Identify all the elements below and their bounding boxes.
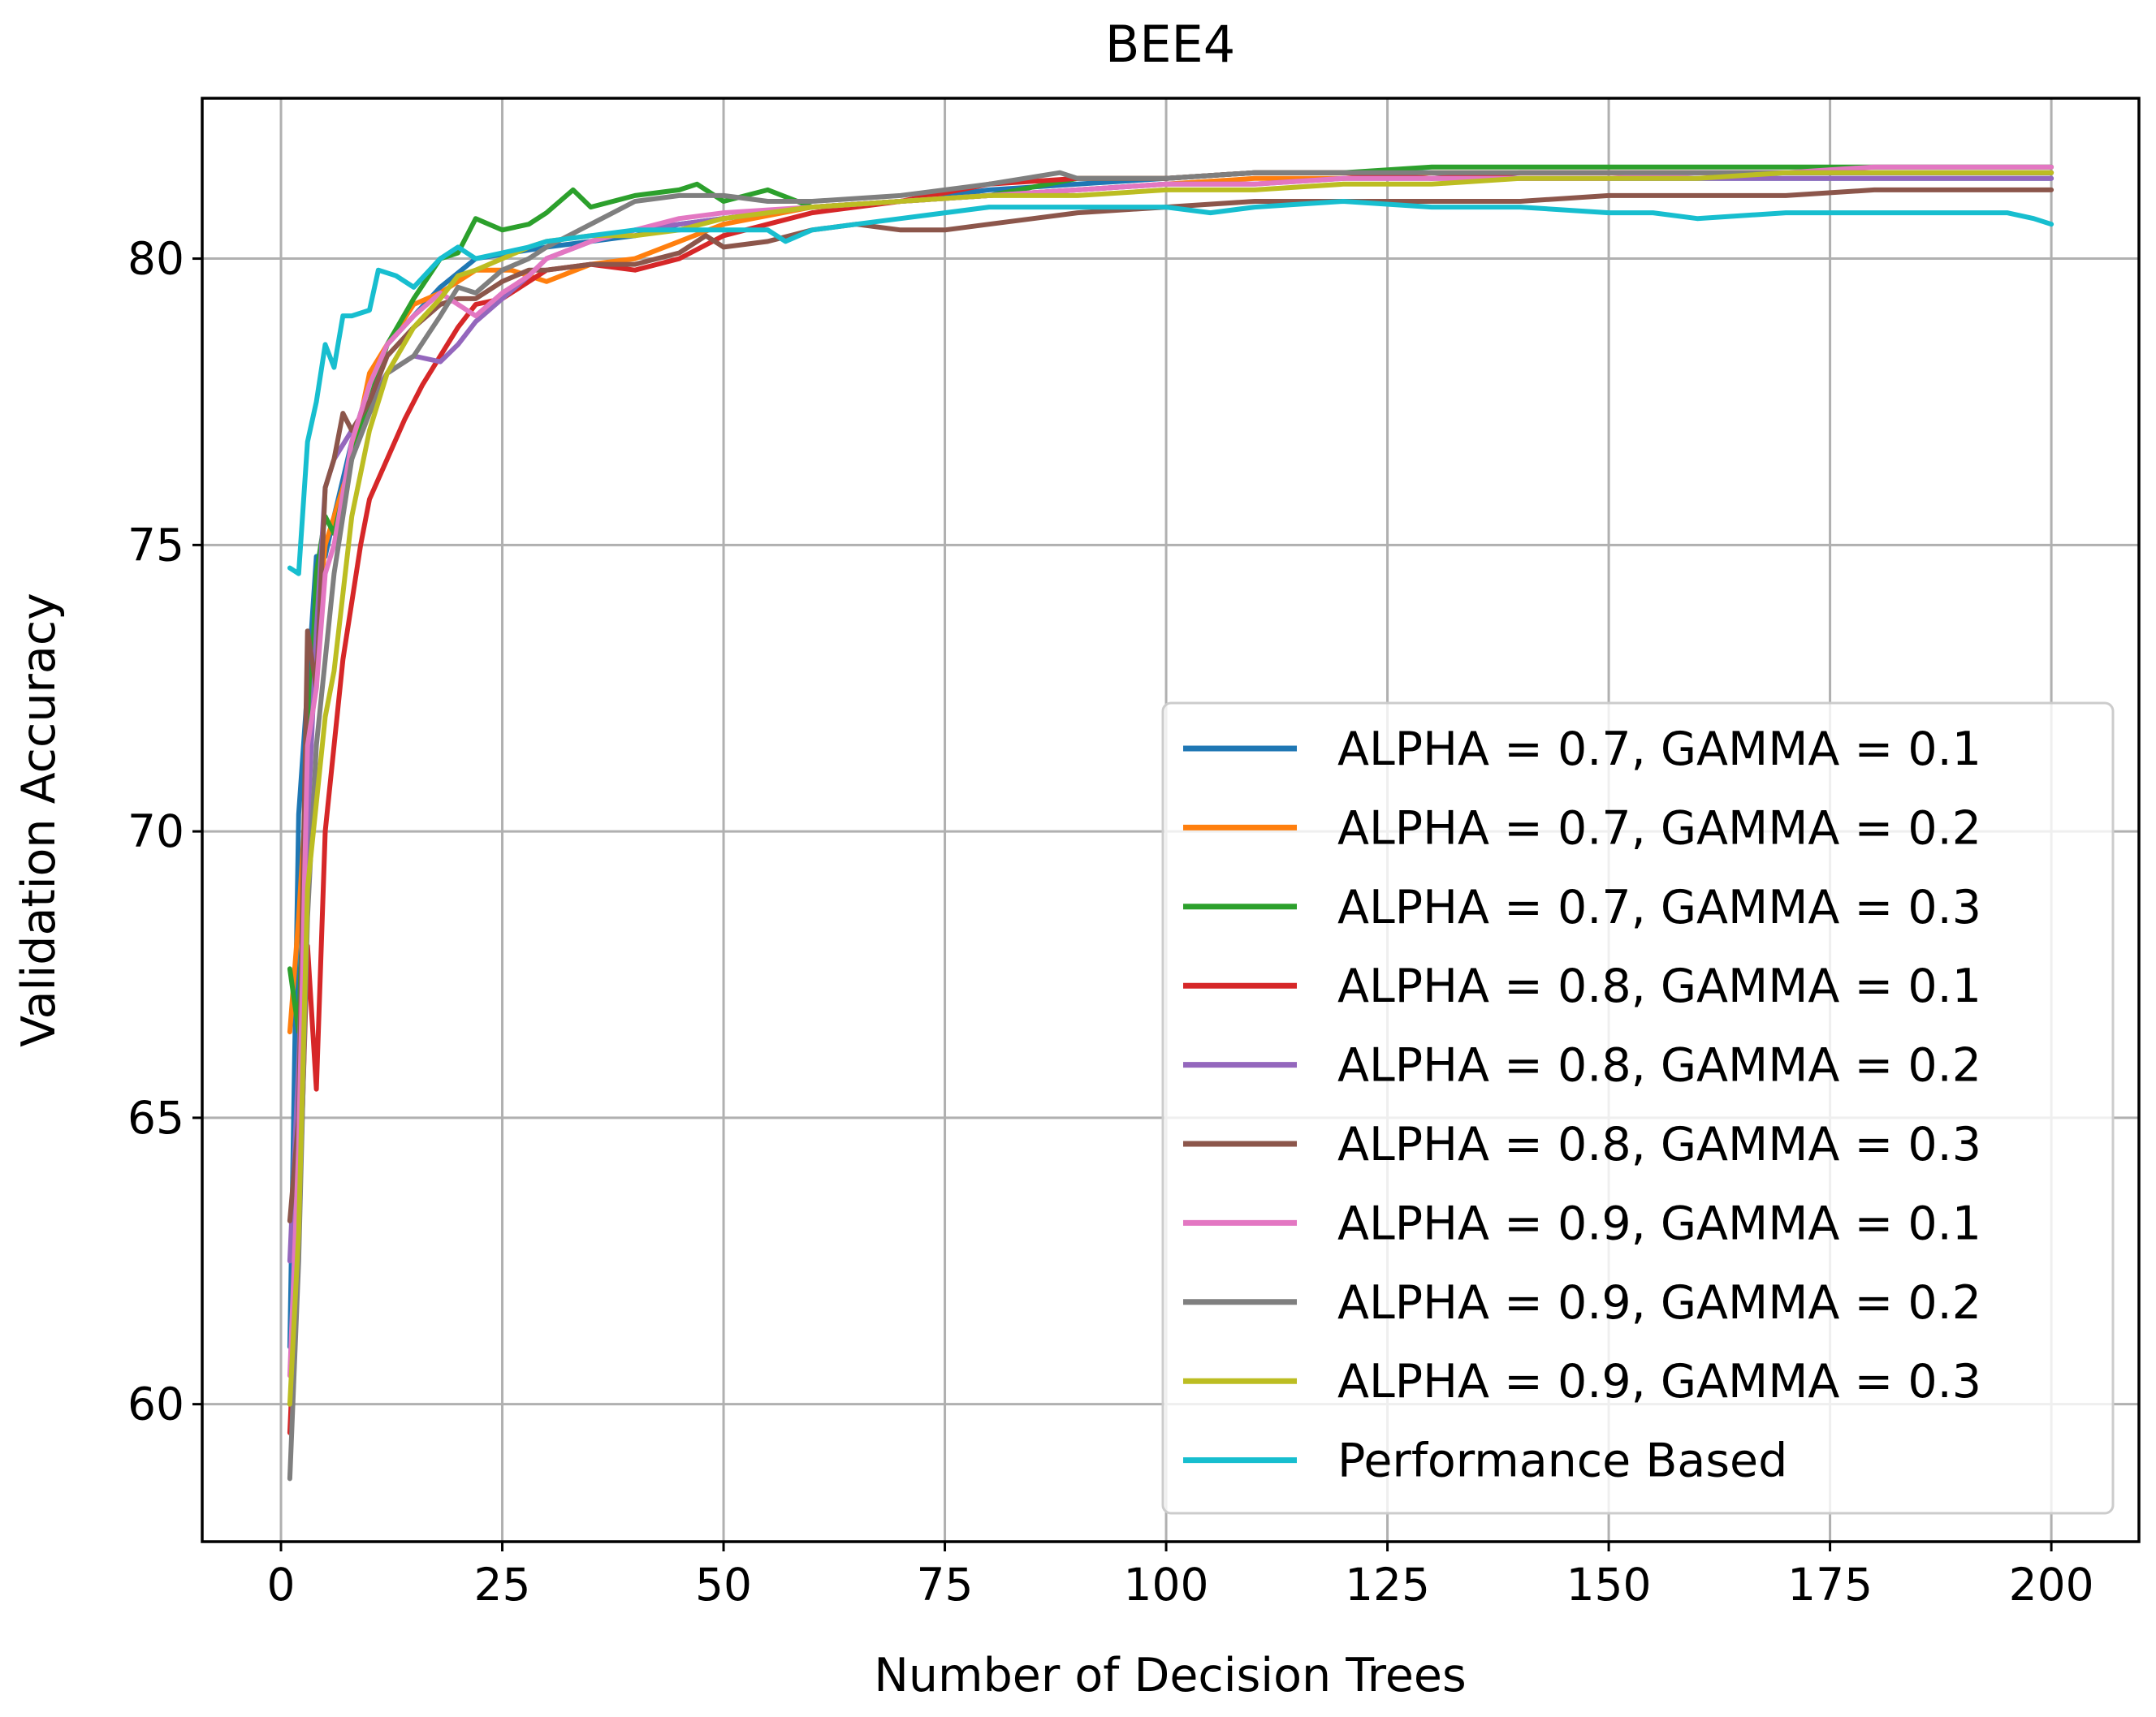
y-tick-label: 65 <box>127 1092 184 1144</box>
legend-label-6: ALPHA = 0.8, GAMMA = 0.3 <box>1337 1118 1981 1171</box>
x-tick-label: 125 <box>1345 1559 1430 1611</box>
x-tick-label: 200 <box>2009 1559 2094 1611</box>
axis-ticks: 0 25 50 75 100 125 150 175 200 60 65 70 75 80 <box>127 233 2094 1611</box>
y-tick-label: 70 <box>127 805 184 857</box>
x-tick-label: 175 <box>1787 1559 1873 1611</box>
legend-entries: ALPHA = 0.7, GAMMA = 0.1 ALPHA = 0.7, GAM… <box>1183 723 1981 1488</box>
chart-title: BEE4 <box>1105 15 1235 74</box>
y-tick-label: 60 <box>127 1378 184 1430</box>
legend-label-5: ALPHA = 0.8, GAMMA = 0.2 <box>1337 1039 1981 1093</box>
legend-label-8: ALPHA = 0.9, GAMMA = 0.2 <box>1337 1276 1981 1330</box>
y-tick-label: 80 <box>127 233 184 285</box>
legend-label-2: ALPHA = 0.7, GAMMA = 0.2 <box>1337 801 1981 855</box>
legend-label-9: ALPHA = 0.9, GAMMA = 0.3 <box>1337 1355 1981 1409</box>
series-line-8 <box>287 170 2054 1482</box>
series-line-9 <box>287 170 2054 1407</box>
x-tick-label: 100 <box>1124 1559 1209 1611</box>
y-axis-label: Validation Accuracy <box>12 593 66 1047</box>
plot-frame <box>201 97 2141 1543</box>
series-line-6 <box>287 187 2054 1223</box>
x-tick-label: 150 <box>1566 1559 1652 1611</box>
series-line-10 <box>287 199 2054 576</box>
legend-label-7: ALPHA = 0.9, GAMMA = 0.1 <box>1337 1197 1981 1250</box>
series-lines <box>287 164 2054 1482</box>
legend-box <box>1161 701 2115 1515</box>
legend-label-3: ALPHA = 0.7, GAMMA = 0.3 <box>1337 881 1981 934</box>
legend-label-10: Performance Based <box>1337 1434 1787 1488</box>
x-tick-label: 75 <box>917 1559 974 1611</box>
y-tick-label: 75 <box>127 519 184 571</box>
x-tick-label: 50 <box>695 1559 752 1611</box>
legend-label-4: ALPHA = 0.8, GAMMA = 0.1 <box>1337 960 1981 1013</box>
x-axis-label: Number of Decision Trees <box>874 1649 1466 1702</box>
legend-label-1: ALPHA = 0.7, GAMMA = 0.1 <box>1337 723 1981 776</box>
x-tick-label: 25 <box>474 1559 531 1611</box>
legend: ALPHA = 0.7, GAMMA = 0.1 ALPHA = 0.7, GAM… <box>1161 701 2115 1515</box>
x-tick-label: 0 <box>267 1559 296 1611</box>
